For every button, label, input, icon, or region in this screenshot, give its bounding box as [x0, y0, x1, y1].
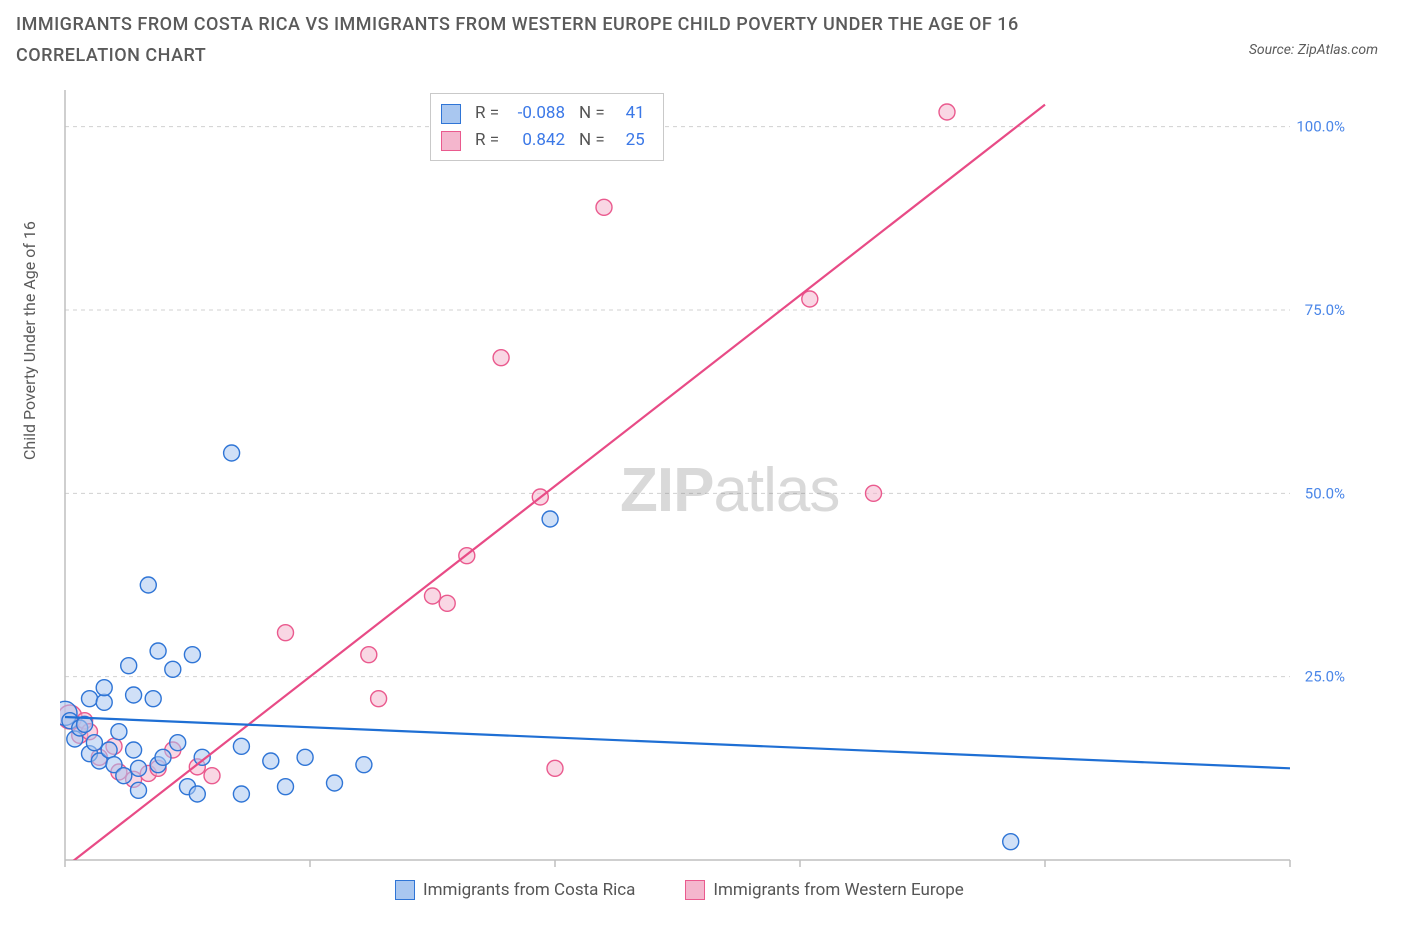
n-label: N =: [579, 100, 605, 127]
source-attribution: Source: ZipAtlas.com: [1249, 42, 1378, 58]
swatch-pink: [441, 131, 461, 151]
y-axis-label: Child Poverty Under the Age of 16: [20, 221, 39, 460]
chart-title: IMMIGRANTS FROM COSTA RICA VS IMMIGRANTS…: [16, 10, 1116, 71]
svg-text:75.0%: 75.0%: [1305, 301, 1345, 319]
scatter-chart-svg: 25.0% 50.0% 75.0% 100.0% 0.0% 25.0%: [60, 85, 1350, 875]
r-value-blue: -0.088: [509, 100, 565, 127]
r-label: R =: [475, 100, 499, 127]
stats-row-blue: R = -0.088 N = 41: [441, 100, 645, 127]
swatch-blue: [441, 104, 461, 124]
svg-text:100.0%: 100.0%: [1296, 118, 1345, 136]
n-value-blue: 41: [615, 100, 645, 127]
correlation-stats-box: R = -0.088 N = 41 R = 0.842 N = 25: [430, 93, 664, 161]
swatch-pink: [685, 880, 705, 900]
legend-label-pink: Immigrants from Western Europe: [713, 880, 963, 900]
svg-text:25.0%: 25.0%: [1305, 872, 1345, 875]
series-legend: Immigrants from Costa Rica Immigrants fr…: [395, 880, 964, 900]
stats-row-pink: R = 0.842 N = 25: [441, 127, 645, 154]
legend-item-pink: Immigrants from Western Europe: [685, 880, 963, 900]
n-label: N =: [579, 127, 605, 154]
n-value-pink: 25: [615, 127, 645, 154]
r-label: R =: [475, 127, 499, 154]
chart-plot-area: 25.0% 50.0% 75.0% 100.0% 0.0% 25.0%: [60, 85, 1350, 875]
legend-item-blue: Immigrants from Costa Rica: [395, 880, 635, 900]
r-value-pink: 0.842: [509, 127, 565, 154]
legend-label-blue: Immigrants from Costa Rica: [423, 880, 635, 900]
svg-text:50.0%: 50.0%: [1305, 484, 1345, 502]
svg-text:25.0%: 25.0%: [1305, 668, 1345, 686]
svg-text:0.0%: 0.0%: [62, 872, 94, 875]
swatch-blue: [395, 880, 415, 900]
